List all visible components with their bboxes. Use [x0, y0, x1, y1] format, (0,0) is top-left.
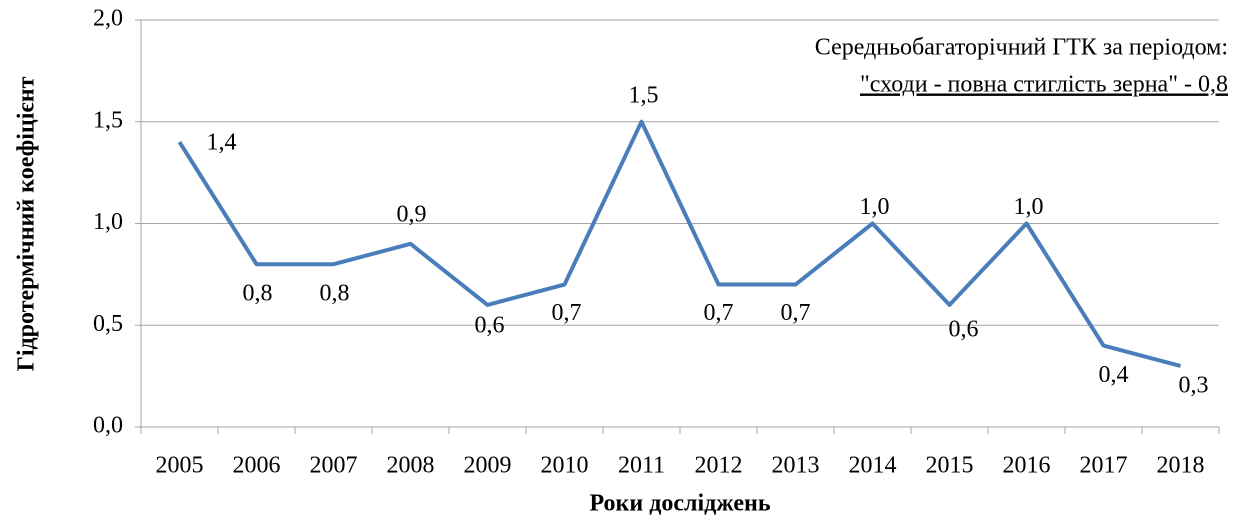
data-label: 1,5	[629, 82, 659, 108]
data-label: 0,6	[475, 312, 505, 338]
y-tick-label: 1,5	[93, 107, 123, 133]
x-tick-label: 2009	[464, 453, 512, 479]
x-tick-label: 2006	[233, 453, 281, 479]
y-axis-label: Гідротермічний коефіцієнт	[14, 76, 40, 371]
data-label: 1,0	[860, 194, 890, 220]
x-tick-label: 2011	[618, 453, 665, 479]
data-label: 0,7	[704, 300, 734, 326]
x-tick-label: 2012	[695, 453, 743, 479]
data-label: 1,4	[207, 130, 237, 156]
data-label: 0,6	[949, 316, 979, 342]
x-tick-label: 2010	[541, 453, 589, 479]
x-tick-label: 2005	[156, 453, 204, 479]
y-tick-label: 2,0	[93, 6, 123, 32]
x-tick-label: 2007	[310, 453, 358, 479]
annotation: Середньобагаторічний ГТК за періодом:	[815, 35, 1228, 61]
data-label: 1,0	[1014, 194, 1044, 220]
x-tick-label: 2018	[1157, 453, 1205, 479]
data-label: 0,7	[552, 300, 582, 326]
data-line	[177, 119, 1182, 368]
x-tick-label: 2016	[1003, 453, 1051, 479]
data-label: 0,3	[1179, 372, 1209, 398]
data-label: 0,4	[1099, 362, 1129, 388]
x-tick-label: 2013	[772, 453, 820, 479]
annotation: "сходи - повна стиглість зерна" - 0,8	[860, 72, 1228, 98]
x-tick-label: 2014	[849, 453, 897, 479]
x-axis-label: Роки досліджень	[589, 491, 770, 517]
x-tick-label: 2008	[387, 453, 435, 479]
y-tick-label: 0,0	[93, 413, 123, 439]
x-tick-label: 2017	[1080, 453, 1128, 479]
y-tick-label: 1,0	[93, 209, 123, 235]
data-label: 0,8	[243, 281, 273, 307]
data-label: 0,7	[781, 300, 811, 326]
data-label: 0,8	[320, 281, 350, 307]
y-tick-label: 0,5	[93, 311, 123, 337]
x-tick-label: 2015	[926, 453, 974, 479]
data-label: 0,9	[397, 201, 427, 227]
